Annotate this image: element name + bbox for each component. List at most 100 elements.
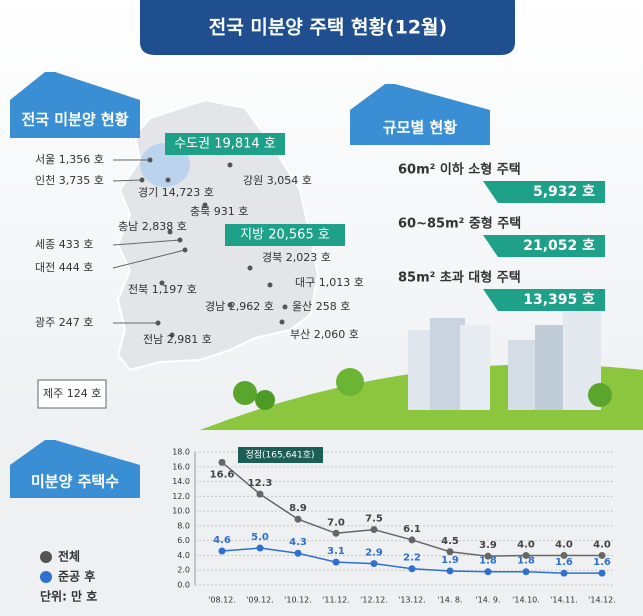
data-label: 1.9 [441,555,459,566]
data-label: 4.0 [555,539,573,550]
region-label: 경북 2,023 호 [262,251,331,264]
region-dot [279,319,285,325]
jeju-box [37,379,107,409]
title-banner [140,0,515,55]
size-box [483,289,605,311]
size-header: 규모별 현황 [350,84,490,145]
region-label: 충북 931 호 [190,205,248,218]
annotation-box [238,447,323,463]
data-point [370,526,378,534]
capital-box [165,133,285,155]
region-dot [282,304,288,310]
data-point [218,458,226,466]
local-total: 지방 20,565 호 [240,228,330,243]
data-label: 12.3 [248,478,273,489]
size-value: 5,932 호 [533,184,595,200]
leader-line [112,239,181,246]
region-dot [267,282,273,288]
data-label: 1.6 [555,557,573,568]
data-label: 1.8 [479,556,497,567]
x-tick-label: '14.12. [588,596,616,605]
y-tick-label: 18.0 [172,448,190,457]
y-tick-label: 14.0 [172,477,190,486]
region-label: 강원 3,054 호 [243,174,312,187]
local-box [225,224,345,246]
region-label: 부산 2,060 호 [290,328,359,341]
x-tick-label: '10.12. [284,596,312,605]
data-point [598,569,606,577]
leader-line [112,249,186,269]
region-dot [165,177,171,183]
region-label: 제주 124 호 [43,387,101,400]
data-point [446,567,454,575]
region-dot [177,237,183,243]
x-tick-label: '14. 9. [475,596,500,605]
trend-header: 미분양 주택수 [10,440,140,498]
region-label: 울산 258 호 [292,300,350,313]
region-dot [202,202,208,208]
region-label: 인천 3,735 호 [35,173,104,187]
data-point [446,548,454,556]
data-point [332,558,340,566]
data-label: 3.1 [327,546,345,557]
region-dot [227,162,233,168]
y-tick-label: 6.0 [177,536,190,545]
x-tick-label: '08.12. [208,596,236,605]
y-tick-label: 12.0 [172,492,190,501]
data-point [218,547,226,555]
data-point [560,551,568,559]
data-label: 4.6 [213,535,231,546]
data-label: 2.9 [365,548,383,559]
size-value: 21,052 호 [523,238,595,254]
region-label: 대구 1,013 호 [295,276,364,289]
section-heading: 규모별 현황 [383,119,457,137]
data-label: 3.9 [479,540,497,551]
y-tick-label: 0.0 [177,581,190,590]
data-point [408,565,416,573]
section-heading: 미분양 주택수 [31,473,119,491]
data-label: 6.1 [403,524,421,535]
size-value: 13,395 호 [523,292,595,308]
region-dot [182,247,188,253]
x-tick-label: '12.12. [360,596,388,605]
region-label: 경기 14,723 호 [138,186,214,199]
legend-label: 전체 [58,549,80,564]
data-point [370,560,378,568]
data-point [294,515,302,523]
region-dot [227,302,233,308]
map-header: 전국 미분양 현황 [10,72,140,138]
buildings [233,310,612,410]
data-label: 4.0 [593,539,611,550]
size-box [483,181,605,203]
region-dot [167,229,173,235]
data-point [408,536,416,544]
data-point [522,551,530,559]
data-point [332,529,340,537]
page-title: 전국 미분양 주택 현황(12월) [209,16,447,39]
data-point [484,552,492,560]
annotation: 정점(165,641호) [245,449,314,461]
region-dot [147,157,153,163]
region-dot [247,265,253,271]
x-tick-label: '09.12. [246,596,274,605]
data-point [256,490,264,498]
data-label: 1.8 [517,556,535,567]
size-box [483,235,605,257]
data-label: 5.0 [251,532,269,543]
x-tick-label: '14.11. [550,596,578,605]
region-label: 전남 2,981 호 [143,333,212,346]
unit-label: 단위: 만 호 [40,589,97,604]
region-dot [169,332,175,338]
data-label: 8.9 [289,503,307,514]
legend-marker [40,571,52,583]
legend-marker [40,551,52,563]
x-tick-label: '14.10. [512,596,540,605]
data-label: 7.5 [365,514,383,525]
leader-line [112,179,143,182]
region-label: 충남 2,838 호 [118,220,187,233]
x-tick-label: '14. 8. [437,596,462,605]
data-label: 1.6 [593,557,611,568]
legend-label: 준공 후 [58,569,95,584]
region-dot [139,177,145,183]
